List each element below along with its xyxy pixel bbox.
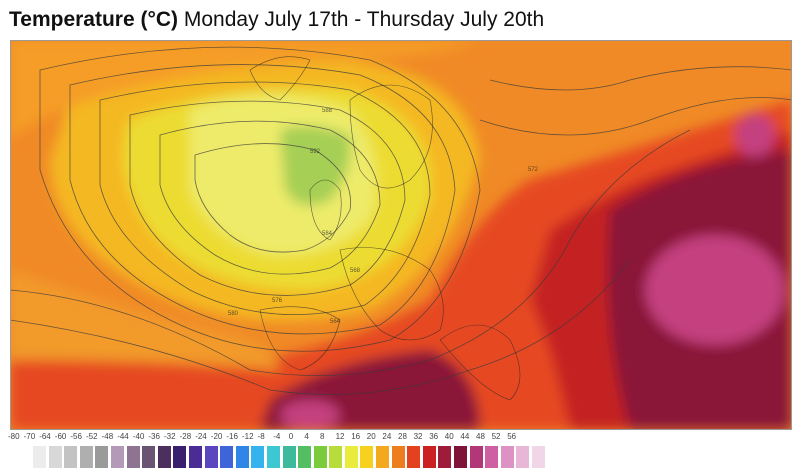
legend-swatch — [48, 446, 62, 468]
contour-lines — [10, 46, 792, 395]
legend-label: 16 — [351, 432, 361, 441]
legend-swatch — [64, 446, 78, 468]
legend-label: 20 — [366, 432, 376, 441]
legend-swatch — [188, 446, 202, 468]
legend-swatch — [266, 446, 280, 468]
legend-label: 24 — [382, 432, 392, 441]
legend-label: 36 — [429, 432, 439, 441]
contour-label: 576 — [272, 298, 283, 304]
temperature-field — [10, 40, 792, 430]
legend-label: -70 — [23, 432, 36, 441]
legend-label: -8 — [257, 432, 265, 441]
contour-label: 588 — [322, 108, 333, 114]
legend-swatch — [110, 446, 124, 468]
legend-label: -48 — [101, 432, 114, 441]
legend-label: -16 — [226, 432, 238, 441]
legend-swatch — [454, 446, 468, 468]
legend-label: -44 — [117, 432, 129, 441]
contour-label: 568 — [350, 268, 361, 274]
legend-label: -24 — [195, 432, 207, 441]
legend-swatch — [313, 446, 327, 468]
legend-label: 0 — [288, 432, 294, 441]
legend-swatch — [173, 446, 187, 468]
legend-swatch — [360, 446, 374, 468]
legend-swatch — [33, 446, 46, 468]
contour-label: 564 — [330, 319, 341, 325]
legend-swatch — [251, 446, 265, 468]
legend-label: -40 — [132, 432, 145, 441]
color-legend — [33, 446, 548, 468]
legend-swatch — [204, 446, 218, 468]
legend-swatch — [235, 446, 249, 468]
legend-label: 32 — [413, 432, 423, 441]
legend-swatch — [438, 446, 452, 468]
legend-label: -4 — [273, 432, 281, 441]
legend-label: 48 — [476, 432, 485, 441]
title-variable: Temperature (°C) — [9, 8, 179, 31]
legend-label: -20 — [210, 432, 223, 441]
legend-label: 40 — [444, 432, 454, 441]
title-date-range: Monday July 17th - Thursday July 20th — [178, 8, 545, 31]
legend-swatch — [79, 446, 93, 468]
legend-swatch — [95, 446, 109, 468]
legend-swatch — [329, 446, 343, 468]
contour-label: 592 — [310, 149, 321, 155]
legend-label: 52 — [491, 432, 501, 441]
chart-title: Temperature (°C) Monday July 17th - Thur… — [9, 6, 544, 34]
legend-swatch — [469, 446, 483, 468]
legend-label: 12 — [335, 432, 345, 441]
legend-label: -56 — [70, 432, 82, 441]
legend-labels: -80 -70 -64 -60 -56 -52 -48 -44 -40 -36 -32 -28 -24-… — [8, 432, 528, 444]
legend-swatch — [407, 446, 421, 468]
legend-swatch — [126, 446, 140, 468]
legend-label: -36 — [148, 432, 160, 441]
legend-label: -52 — [86, 432, 98, 441]
legend-label: -28 — [179, 432, 192, 441]
legend-swatch — [391, 446, 405, 468]
legend-label: 56 — [507, 432, 517, 441]
legend-label: 44 — [460, 432, 470, 441]
legend-swatch — [298, 446, 312, 468]
legend-label: -32 — [164, 432, 176, 441]
legend-label: -80 — [8, 432, 20, 441]
legend-label: -64 — [39, 432, 51, 441]
legend-label: 4 — [304, 432, 309, 441]
coastlines — [249, 56, 521, 401]
legend-swatch — [376, 446, 390, 468]
legend-swatch — [142, 446, 156, 468]
contour-label: 584 — [322, 231, 333, 237]
legend-label: -12 — [242, 432, 254, 441]
legend-swatch — [532, 446, 545, 468]
contour-label: 572 — [528, 167, 539, 173]
contour-label: 580 — [228, 311, 239, 317]
legend-swatch — [485, 446, 499, 468]
legend-swatch — [422, 446, 436, 468]
legend-swatch — [344, 446, 358, 468]
legend-label: 28 — [398, 432, 407, 441]
legend-swatch — [220, 446, 234, 468]
contour-labels: 588 592 584 568 576 572 580 564 — [228, 108, 539, 325]
legend-swatch — [282, 446, 296, 468]
legend-label: -60 — [54, 432, 67, 441]
temperature-map: 588 592 584 568 576 572 580 564 — [10, 40, 792, 430]
legend-label: 8 — [320, 432, 325, 441]
legend-swatch — [516, 446, 530, 468]
legend-swatch — [157, 446, 171, 468]
legend-swatch — [500, 446, 514, 468]
